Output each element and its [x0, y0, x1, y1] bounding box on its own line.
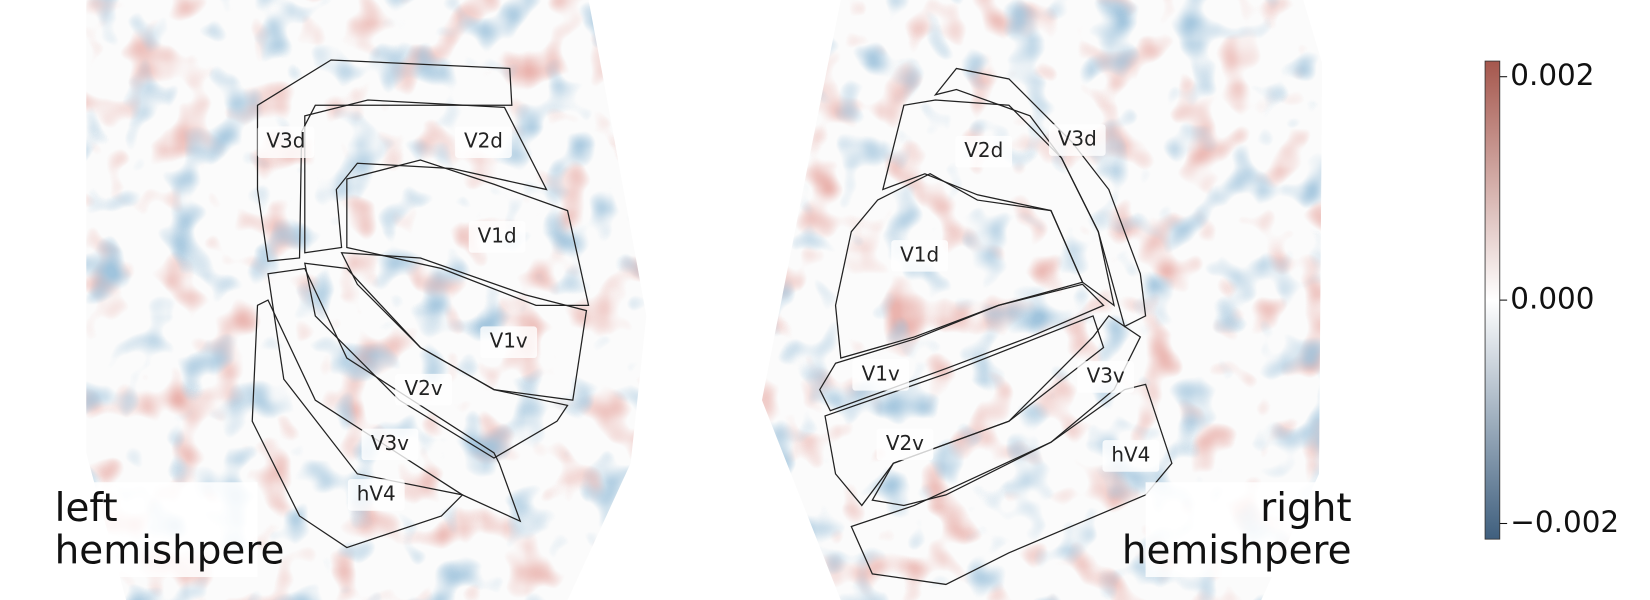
hemisphere-label: right [1260, 486, 1351, 531]
region-label: V1d [478, 223, 517, 247]
tick-label: 0.000 [1510, 282, 1594, 316]
region-labels: V3d V2d V1d V1v V2v V3v hV4 V2d V3d V1d V1v V3v V2v h… [257, 124, 1160, 511]
region-label: hV4 [357, 481, 396, 505]
hemisphere-label: hemishpere [55, 528, 285, 573]
label-background [347, 479, 405, 511]
region-label: V2v [404, 376, 442, 400]
region-label: V1v [490, 329, 528, 353]
label-background [891, 240, 949, 272]
region-label: V3d [1058, 127, 1097, 151]
label-background [361, 428, 419, 461]
label-background [395, 373, 452, 406]
label-background [455, 126, 512, 158]
region-label: V1v [862, 361, 900, 385]
region-label: V3v [1087, 363, 1125, 387]
label-background [1102, 440, 1160, 472]
region-label: V3d [266, 129, 305, 153]
region-label: V2v [886, 431, 924, 455]
hemisphere-label: hemishpere [1122, 528, 1352, 573]
tick-label: 0.002 [1510, 58, 1594, 92]
tick-label: −0.002 [1510, 505, 1619, 539]
label-background [876, 428, 934, 461]
label-background [257, 126, 315, 158]
region-label: V1d [900, 242, 939, 266]
region-label: V2d [464, 129, 503, 153]
label-background [480, 326, 538, 359]
roi-outlines [251, 59, 1173, 586]
label-background [852, 359, 910, 391]
region-label: V3v [371, 431, 409, 455]
label-background [955, 135, 1013, 168]
region-label: hV4 [1111, 442, 1150, 466]
colorbar: 0.002 0.000 −0.002 [1484, 58, 1619, 540]
label-background [1048, 124, 1106, 156]
label-background [1077, 361, 1135, 393]
region-label: V2d [964, 138, 1003, 162]
hemisphere-label: left [55, 486, 118, 531]
label-background [468, 221, 526, 253]
colorbar-scale [1484, 60, 1501, 540]
